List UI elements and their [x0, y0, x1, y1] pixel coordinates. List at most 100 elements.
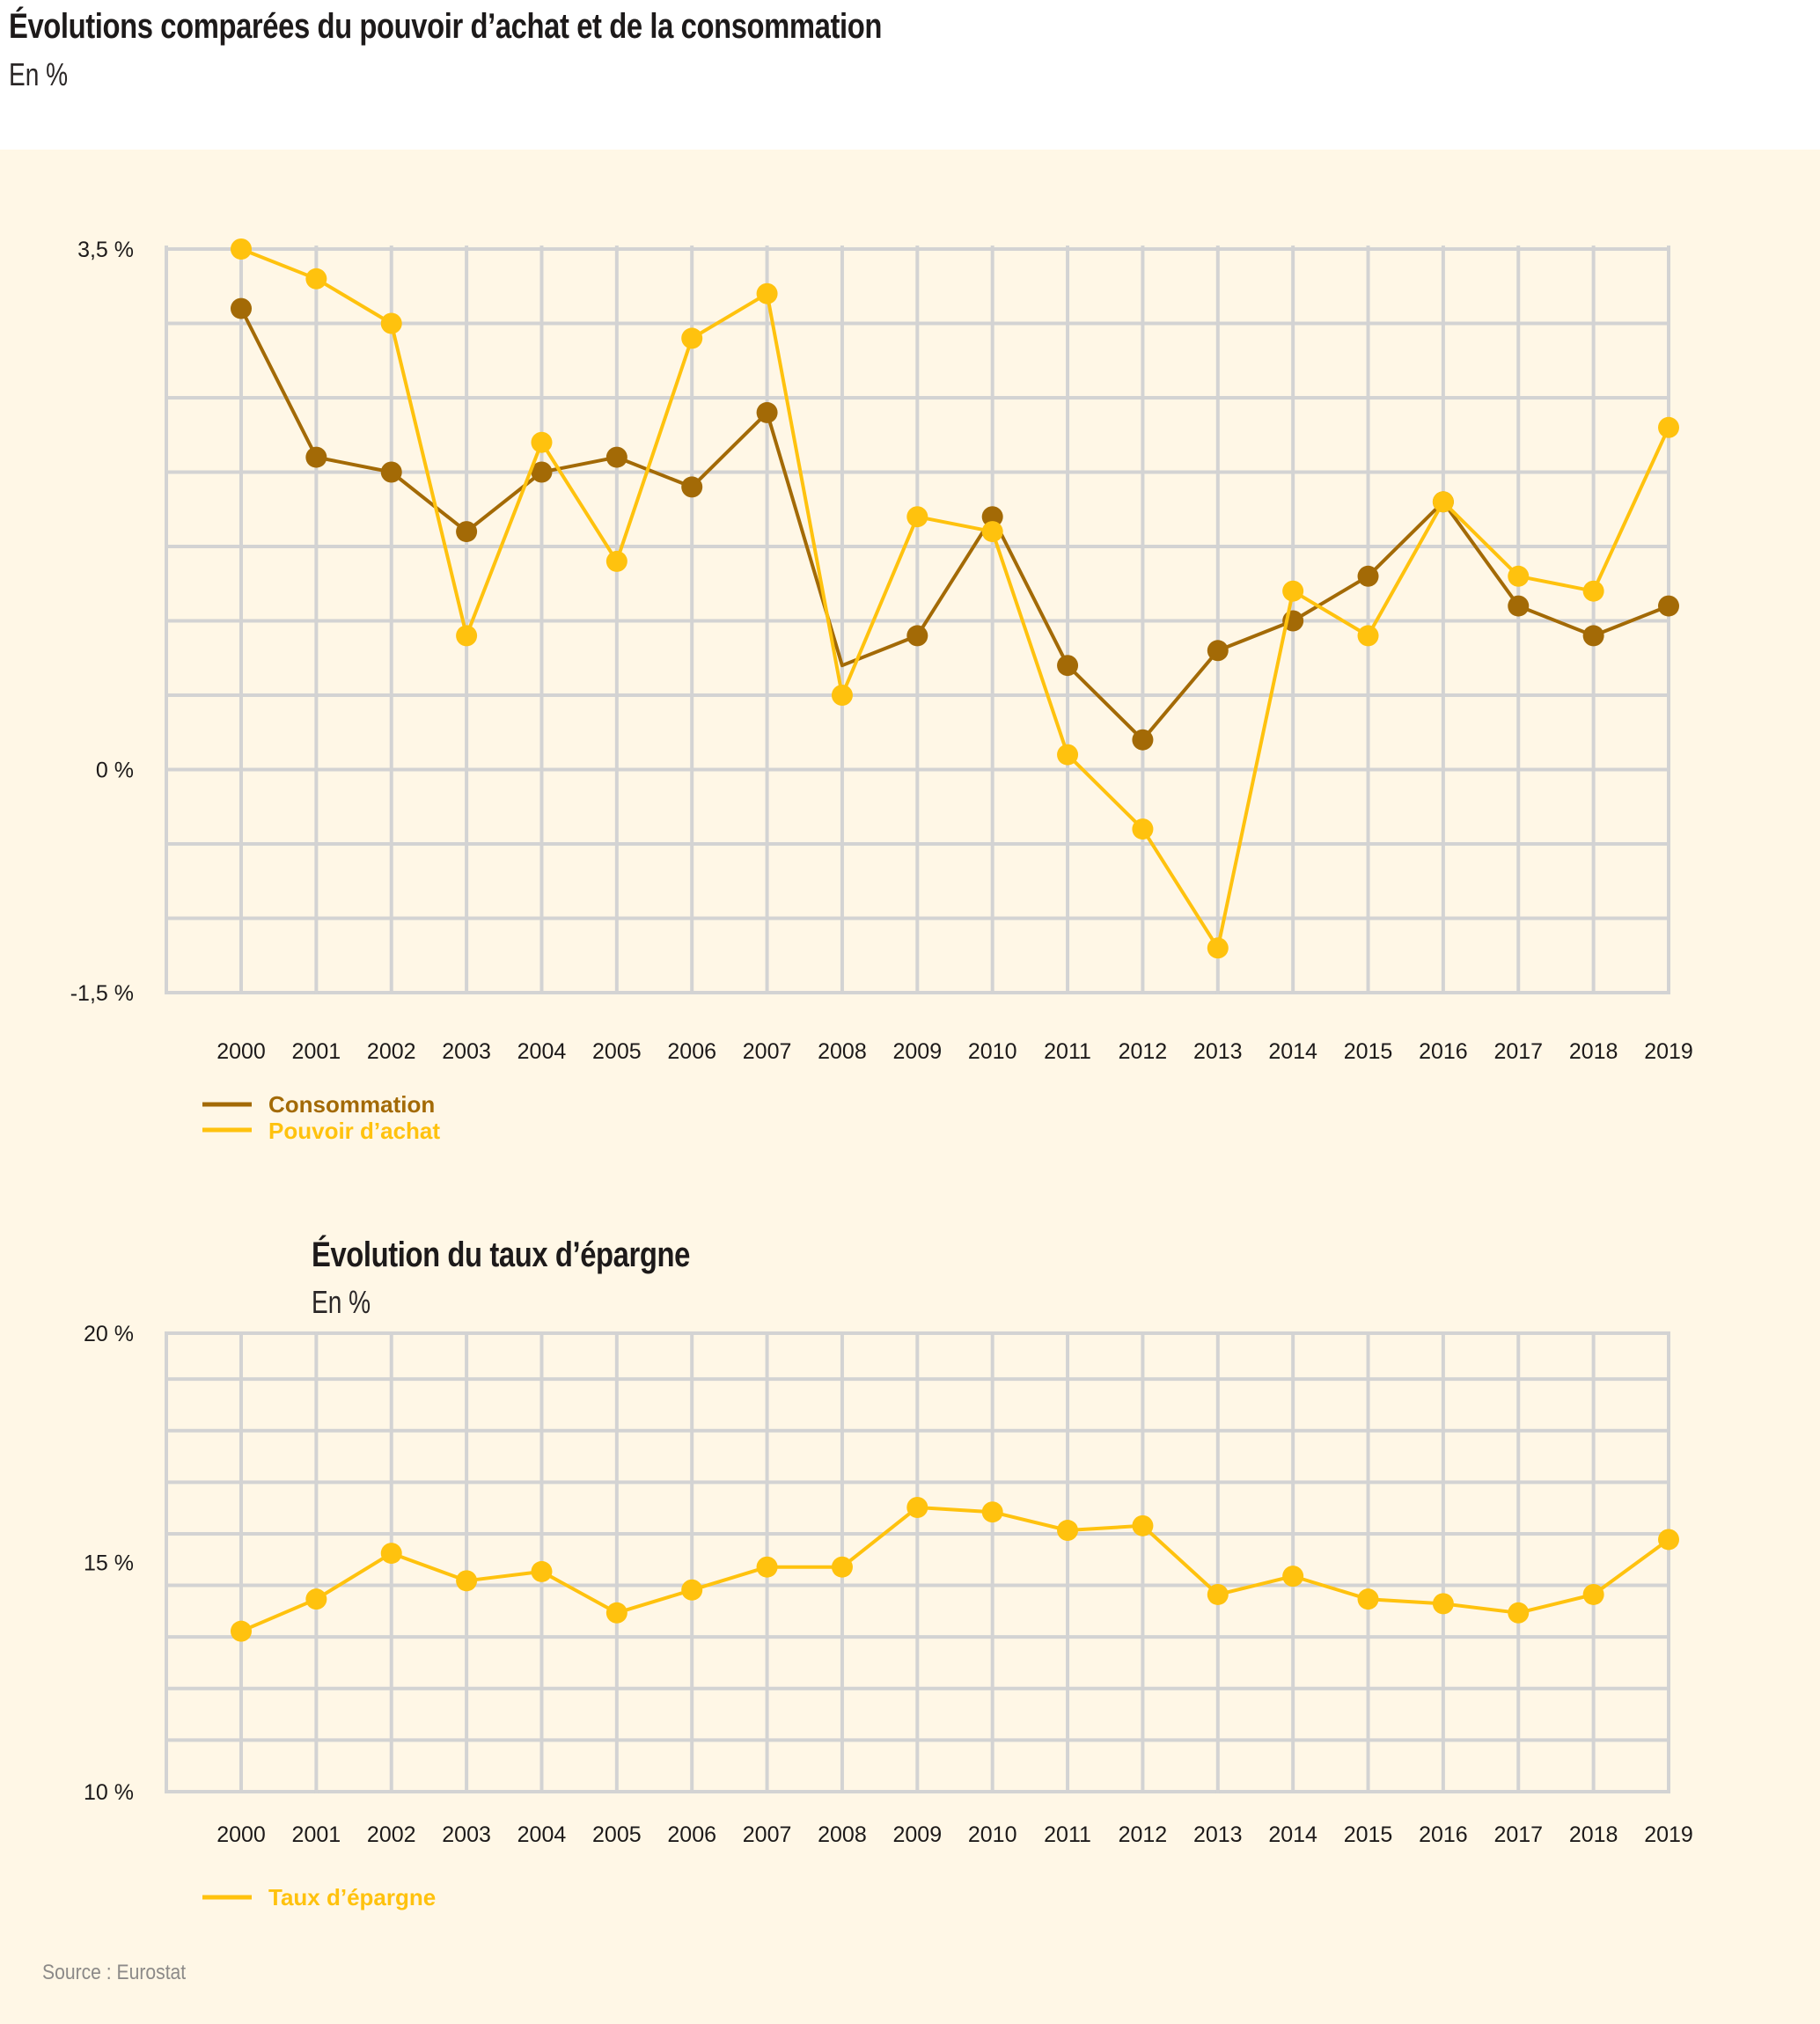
y-axis-ticks: 20 % 15 % 10 %	[84, 1322, 134, 1805]
x-tick-label: 2006	[667, 1822, 716, 1847]
y-tick-label: 15 %	[84, 1551, 134, 1576]
legend-label-pouvoir-achat: Pouvoir d’achat	[268, 1118, 440, 1144]
x-tick-label: 2010	[968, 1039, 1017, 1064]
x-tick-label: 2018	[1569, 1039, 1618, 1064]
data-point	[981, 521, 1003, 543]
x-tick-label: 2018	[1569, 1822, 1618, 1847]
chart-title: Évolutions comparées du pouvoir d’achat …	[9, 7, 882, 46]
legend-item-consommation: Consommation	[202, 1091, 435, 1118]
data-point	[681, 1579, 703, 1601]
data-point	[1132, 729, 1154, 751]
y-tick-label: 10 %	[84, 1780, 134, 1805]
data-point	[1357, 625, 1379, 647]
x-tick-label: 2008	[818, 1822, 867, 1847]
data-point	[681, 327, 703, 349]
x-tick-label: 2001	[292, 1039, 341, 1064]
data-point	[1132, 1514, 1154, 1536]
grid	[165, 1331, 1670, 1793]
data-point	[906, 625, 928, 647]
data-point	[605, 446, 627, 468]
x-tick-label: 2005	[592, 1039, 642, 1064]
x-tick-label: 2005	[592, 1822, 642, 1847]
series-layer	[231, 1496, 1679, 1642]
x-tick-label: 2014	[1268, 1822, 1317, 1847]
data-point	[456, 1570, 478, 1592]
x-tick-label: 2011	[1044, 1822, 1091, 1847]
series-layer	[231, 238, 1679, 959]
y-tick-label: 0 %	[96, 759, 134, 783]
savings-chart-title: Évolution du taux d’épargne	[312, 1236, 690, 1274]
data-point	[906, 506, 928, 528]
x-tick-label: 2017	[1493, 1039, 1543, 1064]
data-point	[380, 312, 402, 334]
data-point	[231, 297, 252, 319]
legend: Taux d’épargne	[202, 1884, 436, 1910]
data-point	[1357, 565, 1379, 587]
x-tick-label: 2001	[292, 1822, 341, 1847]
x-tick-label: 2019	[1644, 1039, 1693, 1064]
data-point	[1658, 416, 1679, 438]
data-point	[531, 461, 553, 483]
data-point	[380, 1543, 402, 1565]
legend-label-consommation: Consommation	[268, 1091, 435, 1118]
data-point	[231, 1620, 252, 1642]
data-point	[981, 506, 1003, 528]
data-point	[906, 1496, 928, 1518]
x-tick-label: 2009	[893, 1822, 943, 1847]
x-tick-label: 2007	[743, 1039, 792, 1064]
data-point	[531, 1560, 553, 1582]
data-point	[1357, 1588, 1379, 1610]
data-point	[1057, 1520, 1079, 1542]
series-line	[240, 247, 1670, 950]
data-point	[981, 1501, 1003, 1523]
x-tick-label: 2014	[1268, 1039, 1317, 1064]
x-tick-label: 2011	[1044, 1039, 1091, 1064]
x-tick-label: 2019	[1644, 1822, 1693, 1847]
source-note: Source : Eurostat	[42, 1961, 187, 1984]
legend-item-pouvoir-achat: Pouvoir d’achat	[202, 1118, 440, 1144]
x-tick-label: 2008	[818, 1039, 867, 1064]
data-point	[831, 1556, 853, 1578]
legend: Consommation Pouvoir d’achat	[202, 1091, 440, 1144]
x-axis-ticks: 2000 2001 2002 2003 2004 2005 2006 2007 2008 2009…	[216, 1039, 1693, 1064]
data-point	[456, 521, 478, 543]
data-point	[1582, 580, 1604, 602]
data-point	[831, 685, 853, 706]
x-tick-label: 2010	[968, 1822, 1017, 1847]
x-tick-label: 2000	[216, 1039, 266, 1064]
data-point	[1658, 595, 1679, 617]
data-point	[605, 1602, 627, 1624]
x-tick-label: 2002	[367, 1822, 416, 1847]
data-point	[605, 550, 627, 572]
data-point	[1508, 565, 1530, 587]
chart-subtitle: En %	[9, 56, 69, 92]
grid	[165, 246, 1670, 994]
x-tick-label: 2017	[1493, 1822, 1543, 1847]
data-point	[1432, 1593, 1454, 1615]
data-point	[1658, 1529, 1679, 1551]
x-tick-label: 2015	[1344, 1822, 1393, 1847]
data-point	[1508, 1602, 1530, 1624]
x-tick-label: 2000	[216, 1822, 266, 1847]
y-tick-label: -1,5 %	[70, 981, 134, 1006]
data-point	[231, 238, 252, 260]
data-point	[305, 1588, 327, 1610]
data-point	[756, 401, 778, 423]
y-tick-label: 3,5 %	[77, 238, 134, 262]
data-point	[1132, 818, 1154, 840]
data-point	[1582, 1583, 1604, 1605]
data-point	[1057, 655, 1079, 677]
x-tick-label: 2012	[1119, 1822, 1168, 1847]
x-tick-label: 2015	[1344, 1039, 1393, 1064]
data-point	[305, 268, 327, 290]
x-tick-label: 2002	[367, 1039, 416, 1064]
data-point	[1582, 625, 1604, 647]
x-tick-label: 2004	[517, 1822, 567, 1847]
x-tick-label: 2004	[517, 1039, 567, 1064]
y-axis-ticks: 3,5 % 0 % -1,5 %	[70, 238, 134, 1006]
data-point	[1207, 1583, 1229, 1605]
x-axis-ticks: 2000 2001 2002 2003 2004 2005 2006 2007 2008 2009…	[216, 1822, 1693, 1847]
data-point	[1508, 595, 1530, 617]
data-point	[1282, 580, 1304, 602]
data-point	[756, 1556, 778, 1578]
